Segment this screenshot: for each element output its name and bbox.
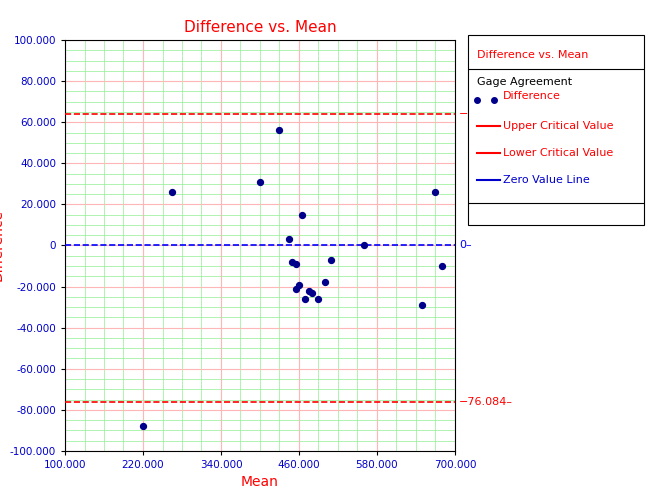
Point xyxy=(287,258,298,266)
Point xyxy=(359,241,369,249)
Text: −64.025–: −64.025– xyxy=(459,109,513,119)
Point xyxy=(300,295,311,303)
Point xyxy=(307,289,317,297)
Point xyxy=(255,178,265,186)
Point xyxy=(304,287,314,295)
Point xyxy=(297,211,307,219)
Text: Upper Critical Value: Upper Critical Value xyxy=(503,121,614,131)
Text: −76.084–: −76.084– xyxy=(459,397,513,407)
Point xyxy=(167,188,177,196)
FancyBboxPatch shape xyxy=(468,35,644,225)
Text: Difference: Difference xyxy=(503,91,561,101)
Point xyxy=(320,279,330,287)
Point xyxy=(274,126,285,134)
Point xyxy=(326,256,337,264)
Text: Zero Value Line: Zero Value Line xyxy=(503,175,590,185)
Title: Difference vs. Mean: Difference vs. Mean xyxy=(184,20,336,35)
Point xyxy=(313,295,324,303)
Point xyxy=(430,188,441,196)
Point xyxy=(138,422,148,430)
Text: Lower Critical Value: Lower Critical Value xyxy=(503,148,614,158)
Point xyxy=(294,281,304,289)
Text: Difference vs. Mean: Difference vs. Mean xyxy=(476,50,588,60)
Point xyxy=(437,262,447,270)
Text: 0–: 0– xyxy=(459,240,472,250)
Y-axis label: Difference: Difference xyxy=(0,209,4,282)
Point xyxy=(284,235,294,243)
Point xyxy=(291,260,301,268)
Point xyxy=(417,301,428,309)
X-axis label: Mean: Mean xyxy=(241,475,279,489)
Point xyxy=(291,285,301,293)
Text: Gage Agreement: Gage Agreement xyxy=(476,77,572,87)
